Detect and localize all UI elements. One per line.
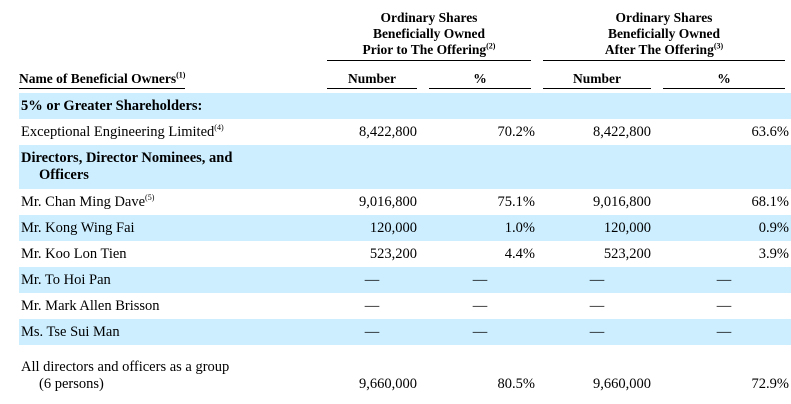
pct-prior: — [423, 319, 537, 345]
number-after: — [537, 319, 657, 345]
pct-after: — [657, 267, 791, 293]
column-header-row: Name of Beneficial Owners(1) Number % Nu… [19, 63, 791, 93]
number-header-after: Number [537, 63, 657, 93]
table-row: Mr. Koo Lon Tien 523,200 4.4% 523,200 3.… [19, 241, 791, 267]
beneficial-ownership-table: Ordinary Shares Beneficially Owned Prior… [19, 10, 791, 396]
prior-offering-group-header: Ordinary Shares Beneficially Owned Prior… [321, 10, 537, 63]
number-after: 120,000 [537, 215, 657, 241]
section-label: 5% or Greater Shareholders: [19, 93, 321, 119]
table-row: Mr. To Hoi Pan — — — — [19, 267, 791, 293]
pct-after: 0.9% [657, 215, 791, 241]
table-row: Mr. Kong Wing Fai 120,000 1.0% 120,000 0… [19, 215, 791, 241]
table-row: Exceptional Engineering Limited(4) 8,422… [19, 119, 791, 145]
section-row-shareholders: 5% or Greater Shareholders: [19, 93, 791, 119]
owner-name: Exceptional Engineering Limited [21, 123, 215, 140]
owner-name: Mr. Kong Wing Fai [19, 215, 321, 241]
pct-after: — [657, 319, 791, 345]
number-after: 8,422,800 [593, 123, 651, 140]
number-prior: — [364, 297, 380, 314]
number-after: 523,200 [603, 245, 651, 262]
total-number-prior: 9,660,000 [359, 376, 417, 392]
pct-prior: — [423, 267, 537, 293]
total-row: All directors and officers as a group (6… [19, 345, 791, 396]
number-after: — [537, 267, 657, 293]
pct-prior: — [472, 297, 488, 314]
group-header-row: Ordinary Shares Beneficially Owned Prior… [19, 10, 791, 63]
owner-name: Ms. Tse Sui Man [19, 319, 321, 345]
number-prior: 523,200 [369, 245, 417, 262]
owner-name: Mr. Koo Lon Tien [21, 245, 127, 262]
number-prior: 9,016,800 [359, 193, 417, 210]
number-prior: 8,422,800 [359, 123, 417, 140]
pct-prior: 70.2% [497, 123, 535, 140]
number-prior: 120,000 [321, 215, 423, 241]
number-prior: — [321, 319, 423, 345]
number-header-prior: Number [321, 63, 423, 93]
pct-prior: 4.4% [504, 245, 535, 262]
total-pct-prior: 80.5% [497, 376, 535, 392]
after-offering-group-header: Ordinary Shares Beneficially Owned After… [537, 10, 791, 63]
pct-after: — [716, 297, 732, 314]
owner-name: Mr. Mark Allen Brisson [21, 297, 160, 314]
owner-name: Mr. To Hoi Pan [19, 267, 321, 293]
pct-after: 3.9% [758, 245, 789, 262]
total-number-after: 9,660,000 [593, 376, 651, 392]
total-pct-after: 72.9% [751, 376, 789, 392]
number-after: — [589, 297, 605, 314]
total-label: All directors and officers as a group (6… [21, 359, 230, 392]
table-row: Ms. Tse Sui Man — — — — [19, 319, 791, 345]
pct-after: 68.1% [751, 193, 789, 210]
number-prior: — [321, 267, 423, 293]
name-column-header: Name of Beneficial Owners(1) [19, 63, 321, 93]
owner-name: Mr. Chan Ming Dave [21, 193, 146, 210]
pct-prior: 1.0% [423, 215, 537, 241]
pct-prior: 75.1% [497, 193, 535, 210]
section-row-directors: Directors, Director Nominees, and Office… [19, 145, 791, 189]
pct-header-prior: % [423, 63, 537, 93]
pct-after: 63.6% [751, 123, 789, 140]
section-label: Directors, Director Nominees, and Office… [19, 145, 321, 189]
table-row: Mr. Mark Allen Brisson — — — — [19, 293, 791, 319]
number-after: 9,016,800 [593, 193, 651, 210]
table-row: Mr. Chan Ming Dave(5) 9,016,800 75.1% 9,… [19, 189, 791, 215]
pct-header-after: % [657, 63, 791, 93]
